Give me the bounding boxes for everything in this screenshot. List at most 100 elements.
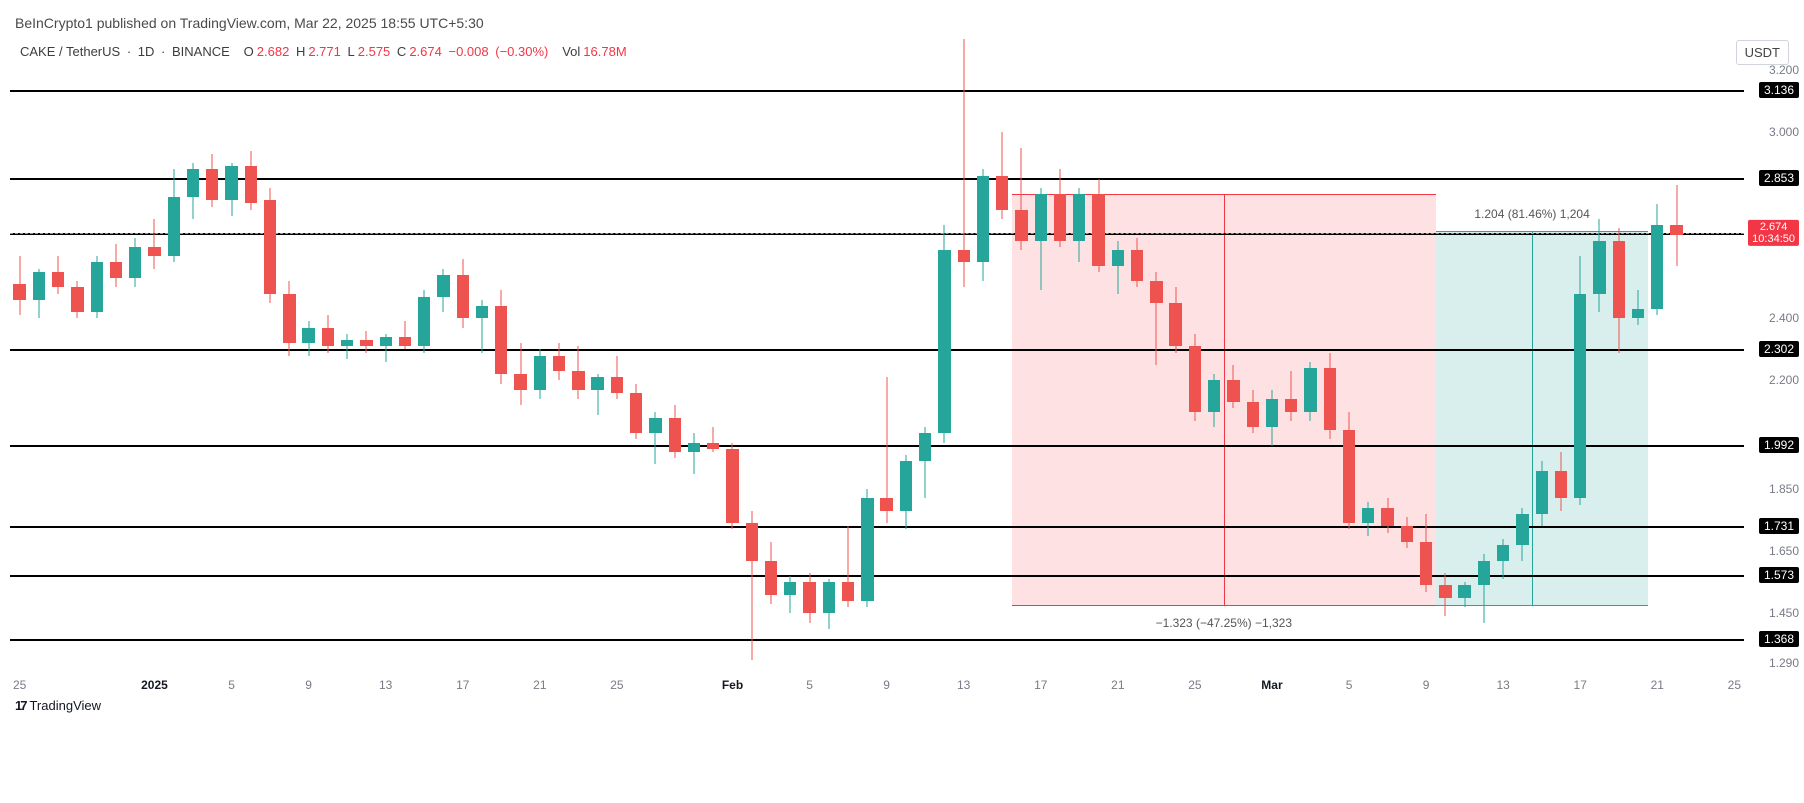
candle <box>476 70 488 663</box>
x-tick: 21 <box>1651 678 1664 692</box>
candle <box>1073 70 1085 663</box>
candle <box>1593 70 1605 663</box>
candle <box>341 70 353 663</box>
candle <box>1632 70 1644 663</box>
candle <box>1035 70 1047 663</box>
currency-badge: USDT <box>1736 40 1789 65</box>
y-tick-label: 1.850 <box>1769 482 1799 496</box>
hline-label: 1.368 <box>1759 631 1799 647</box>
candle <box>649 70 661 663</box>
candle <box>33 70 45 663</box>
candle <box>437 70 449 663</box>
candle <box>1401 70 1413 663</box>
candle <box>148 70 160 663</box>
candle <box>187 70 199 663</box>
candle <box>514 70 526 663</box>
candle <box>938 70 950 663</box>
candle <box>1458 70 1470 663</box>
x-tick: 25 <box>13 678 26 692</box>
candle <box>1497 70 1509 663</box>
publish-header: BeInCrypto1 published on TradingView.com… <box>15 15 484 31</box>
candle <box>91 70 103 663</box>
candle <box>1266 70 1278 663</box>
x-tick: 21 <box>533 678 546 692</box>
candle <box>110 70 122 663</box>
candle <box>996 70 1008 663</box>
last-price-label: 2.67410:34:50 <box>1748 220 1799 246</box>
candle <box>52 70 64 663</box>
candle <box>553 70 565 663</box>
x-tick: 17 <box>456 678 469 692</box>
candle <box>707 70 719 663</box>
x-tick: 13 <box>1496 678 1509 692</box>
legend-exchange: BINANCE <box>172 44 230 59</box>
hline-label: 1.731 <box>1759 518 1799 534</box>
legend-l: 2.575 <box>358 44 391 59</box>
candle <box>1324 70 1336 663</box>
x-tick: 13 <box>379 678 392 692</box>
x-tick: 5 <box>1346 678 1353 692</box>
candle <box>977 70 989 663</box>
candle <box>803 70 815 663</box>
candle <box>784 70 796 663</box>
y-tick-label: 1.650 <box>1769 544 1799 558</box>
x-tick: 5 <box>806 678 813 692</box>
hline-label: 2.302 <box>1759 341 1799 357</box>
candle <box>399 70 411 663</box>
candle <box>919 70 931 663</box>
candle <box>1208 70 1220 663</box>
candle <box>1362 70 1374 663</box>
candle <box>726 70 738 663</box>
y-tick-label: 1.290 <box>1769 656 1799 670</box>
x-tick: 17 <box>1034 678 1047 692</box>
candle <box>1150 70 1162 663</box>
candle <box>1555 70 1567 663</box>
candle <box>1516 70 1528 663</box>
candle <box>245 70 257 663</box>
green-zone-label: 1.204 (81.46%) 1,204 <box>1474 207 1589 221</box>
candle <box>168 70 180 663</box>
candle <box>302 70 314 663</box>
candle <box>823 70 835 663</box>
candle <box>1015 70 1027 663</box>
candle <box>1670 70 1682 663</box>
hline-label: 1.573 <box>1759 567 1799 583</box>
legend-vol-label: Vol <box>562 44 580 59</box>
hline-label: 2.853 <box>1759 170 1799 186</box>
candle <box>71 70 83 663</box>
candle <box>283 70 295 663</box>
candle <box>1169 70 1181 663</box>
y-tick-label: 1.450 <box>1769 606 1799 620</box>
x-tick: 25 <box>1728 678 1741 692</box>
candle <box>206 70 218 663</box>
candle <box>225 70 237 663</box>
candle <box>534 70 546 663</box>
tradingview-logo: 17TradingView <box>15 698 101 713</box>
x-tick: 2025 <box>141 678 168 692</box>
x-tick: 9 <box>305 678 312 692</box>
legend-c: 2.674 <box>409 44 442 59</box>
x-tick: 5 <box>228 678 235 692</box>
candle <box>1651 70 1663 663</box>
candle <box>1343 70 1355 663</box>
legend-symbol: CAKE / TetherUS <box>20 44 120 59</box>
x-tick: Feb <box>722 678 743 692</box>
hline-label: 1.992 <box>1759 437 1799 453</box>
candle <box>880 70 892 663</box>
hline-label: 3.136 <box>1759 82 1799 98</box>
candle <box>1536 70 1548 663</box>
candle <box>1381 70 1393 663</box>
candle <box>1285 70 1297 663</box>
plot-area[interactable]: −1.323 (−47.25%) −1,3231.204 (81.46%) 1,… <box>10 70 1744 663</box>
legend-timeframe: 1D <box>138 44 155 59</box>
x-tick: 9 <box>1423 678 1430 692</box>
candle <box>591 70 603 663</box>
candle <box>1420 70 1432 663</box>
y-tick-label: 2.400 <box>1769 311 1799 325</box>
candle <box>495 70 507 663</box>
candle <box>900 70 912 663</box>
x-axis: 2520255913172125Feb5913172125Mar59131721… <box>10 678 1744 698</box>
candle <box>1092 70 1104 663</box>
candle <box>1613 70 1625 663</box>
candle <box>1574 70 1586 663</box>
